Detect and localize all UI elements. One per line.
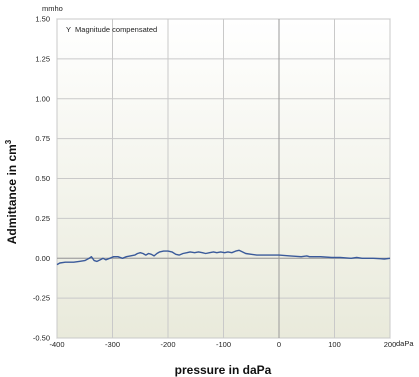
series-lines bbox=[56, 249, 391, 266]
y-axis-title-group: Admittance in cm3 bbox=[4, 139, 19, 244]
y-tick-label: -0.25 bbox=[33, 294, 50, 303]
series-line bbox=[56, 249, 391, 266]
y-tick-label: 0.50 bbox=[35, 174, 50, 183]
legend-label: Y Magnitude compensated bbox=[66, 25, 157, 34]
y-tick-label: 1.50 bbox=[35, 15, 50, 24]
x-axis-tick-labels: -400 -300 -200 -100 0 100 200 bbox=[49, 340, 396, 349]
x-tick-label: 100 bbox=[328, 340, 341, 349]
y-axis-title: Admittance in cm3 bbox=[4, 139, 19, 244]
y-tick-label: -0.50 bbox=[33, 334, 50, 343]
x-tick-label: -300 bbox=[105, 340, 120, 349]
y-axis-tick-labels: -0.50 -0.25 0.00 0.25 0.50 0.75 1.00 1.25 1.50 bbox=[33, 15, 50, 343]
y-unit-label: mmho bbox=[42, 4, 63, 13]
y-tick-label: 0.25 bbox=[35, 214, 50, 223]
x-tick-label: -100 bbox=[216, 340, 231, 349]
x-axis-title: pressure in daPa bbox=[175, 363, 272, 377]
x-unit-suffix: daPa bbox=[396, 339, 414, 348]
x-tick-label: 0 bbox=[277, 340, 281, 349]
x-tick-label: 200 bbox=[384, 340, 397, 349]
y-axis-title-text: Admittance in cm bbox=[5, 144, 19, 244]
x-tick-label: -200 bbox=[160, 340, 175, 349]
y-axis-title-superscript: 3 bbox=[4, 139, 13, 144]
y-tick-label: 0.00 bbox=[35, 254, 50, 263]
y-tick-label: 1.00 bbox=[35, 94, 50, 103]
y-tick-label: 1.25 bbox=[35, 54, 50, 63]
y-tick-label: 0.75 bbox=[35, 134, 50, 143]
zero-lines bbox=[57, 19, 390, 338]
x-tick-label: -400 bbox=[49, 340, 64, 349]
